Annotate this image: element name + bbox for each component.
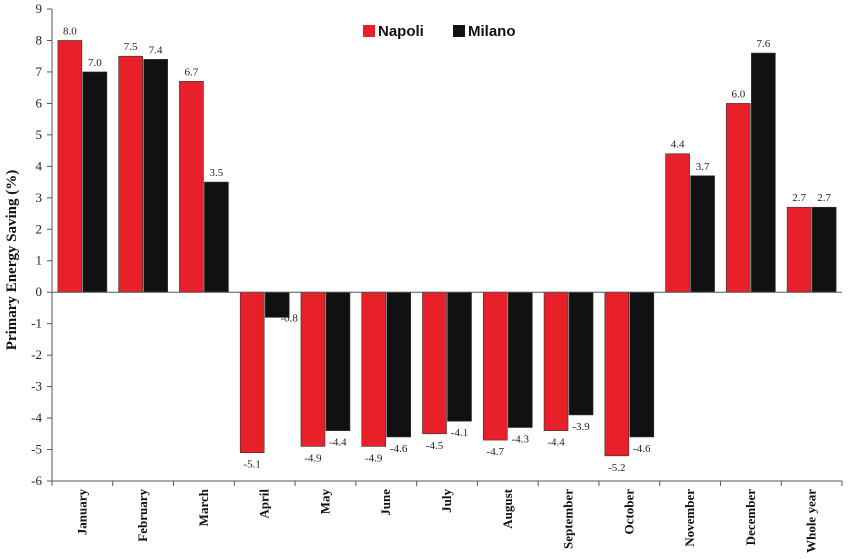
y-tick-label: -4: [31, 410, 42, 425]
data-label: -4.6: [633, 443, 651, 455]
bar-napoli-january: [57, 40, 83, 293]
y-tick-label: 8: [36, 32, 43, 47]
bar-napoli-august: [482, 291, 508, 441]
legend-label-napoli: Napoli: [378, 23, 424, 40]
bar-napoli-september: [543, 291, 569, 431]
legend-swatch-napoli: [363, 25, 375, 37]
data-label: -3.9: [572, 421, 590, 433]
bar-napoli-october: [604, 291, 630, 457]
bar-napoli-november: [665, 153, 690, 293]
data-label: -4.9: [365, 452, 383, 464]
category-label: November: [682, 489, 697, 547]
y-tick-label: -6: [31, 473, 42, 488]
data-label: -4.1: [451, 427, 468, 439]
data-label: 7.5: [124, 41, 138, 53]
bar-napoli-april: [239, 291, 265, 453]
data-label: 8.0: [63, 25, 77, 37]
category-label: May: [317, 489, 332, 515]
data-label: -4.9: [304, 452, 322, 464]
y-tick-label: 7: [36, 64, 43, 79]
y-tick-label: 3: [36, 190, 43, 205]
data-label: -4.5: [426, 440, 444, 452]
category-label: January: [74, 489, 89, 536]
data-label: -4.6: [390, 443, 408, 455]
category-label: April: [257, 489, 272, 519]
bar-milano-whole-year: [811, 206, 837, 293]
data-label: 7.4: [149, 44, 163, 56]
category-label: July: [439, 489, 454, 513]
bar-milano-march: [204, 181, 229, 293]
data-label: 3.7: [696, 161, 710, 173]
data-label: -5.1: [243, 459, 260, 471]
data-label: -4.4: [547, 437, 565, 449]
legend: Napoli Milano: [363, 23, 516, 40]
bar-napoli-may: [300, 291, 326, 447]
category-label: March: [196, 488, 211, 526]
bar-napoli-june: [361, 291, 387, 447]
bar-napoli-december: [726, 103, 751, 293]
category-label: August: [500, 488, 515, 528]
data-label: -5.2: [608, 462, 625, 474]
y-tick-label: 2: [36, 221, 43, 236]
bar-milano-july: [447, 291, 472, 422]
data-label: 6.0: [731, 88, 745, 100]
category-label: June: [378, 489, 393, 516]
category-label: September: [561, 489, 576, 549]
category-labels: January February March April May June July Augu…: [74, 488, 818, 553]
bar-milano-january: [82, 71, 108, 293]
y-tick-label: -5: [31, 442, 42, 457]
bar-napoli-july: [422, 291, 447, 435]
y-tick-label: 1: [36, 253, 43, 268]
y-tick-label: 6: [36, 95, 43, 110]
y-tick-label: -2: [31, 347, 42, 362]
axes: [51, 9, 843, 486]
data-label: 2.7: [817, 192, 831, 204]
data-label: -4.7: [487, 446, 505, 458]
bar-milano-august: [507, 291, 533, 428]
bar-milano-may: [325, 291, 351, 431]
bar-milano-december: [751, 52, 776, 293]
data-label: -0.8: [280, 312, 298, 324]
data-label: 7.0: [88, 57, 102, 69]
bar-napoli-february: [118, 55, 143, 293]
y-tick-label: 4: [36, 158, 43, 173]
y-tick-label: -3: [31, 379, 42, 394]
category-label: February: [135, 489, 150, 542]
bar-milano-june: [386, 291, 412, 438]
legend-swatch-milano: [453, 25, 465, 37]
y-tick-label: 9: [36, 1, 43, 16]
data-label: 7.6: [756, 38, 770, 50]
data-label: -4.4: [329, 437, 347, 449]
bar-milano-october: [629, 291, 655, 438]
bars: 8.0 7.0 7.5 7.4 6.7 3.5 -5.1 -0.8 -4.9 -4.4 -4.9 -4…: [57, 25, 837, 474]
y-tick-label: 5: [36, 127, 43, 142]
bar-napoli-whole-year: [786, 206, 812, 293]
bar-milano-february: [143, 59, 168, 293]
bar-milano-september: [568, 291, 594, 416]
bar-milano-november: [690, 175, 715, 293]
y-tick-label: -1: [31, 316, 42, 331]
y-ticks: 9 8 7 6 5 4 3 2 1 0 -1 -2 -3 -4 -5 -6: [31, 1, 52, 488]
legend-label-milano: Milano: [468, 23, 516, 40]
data-label: 2.7: [792, 192, 806, 204]
category-label: Whole year: [804, 489, 819, 553]
category-label: October: [621, 489, 636, 535]
data-label: 4.4: [671, 139, 685, 151]
category-label: December: [743, 489, 758, 546]
bar-napoli-march: [179, 81, 204, 293]
data-label: -4.3: [512, 434, 530, 446]
bar-milano-april: [264, 291, 290, 318]
data-label: 3.5: [210, 167, 224, 179]
y-axis-label: Primary Energy Saving (%): [4, 170, 20, 350]
data-label: 6.7: [185, 66, 199, 78]
y-tick-label: 0: [36, 284, 43, 299]
